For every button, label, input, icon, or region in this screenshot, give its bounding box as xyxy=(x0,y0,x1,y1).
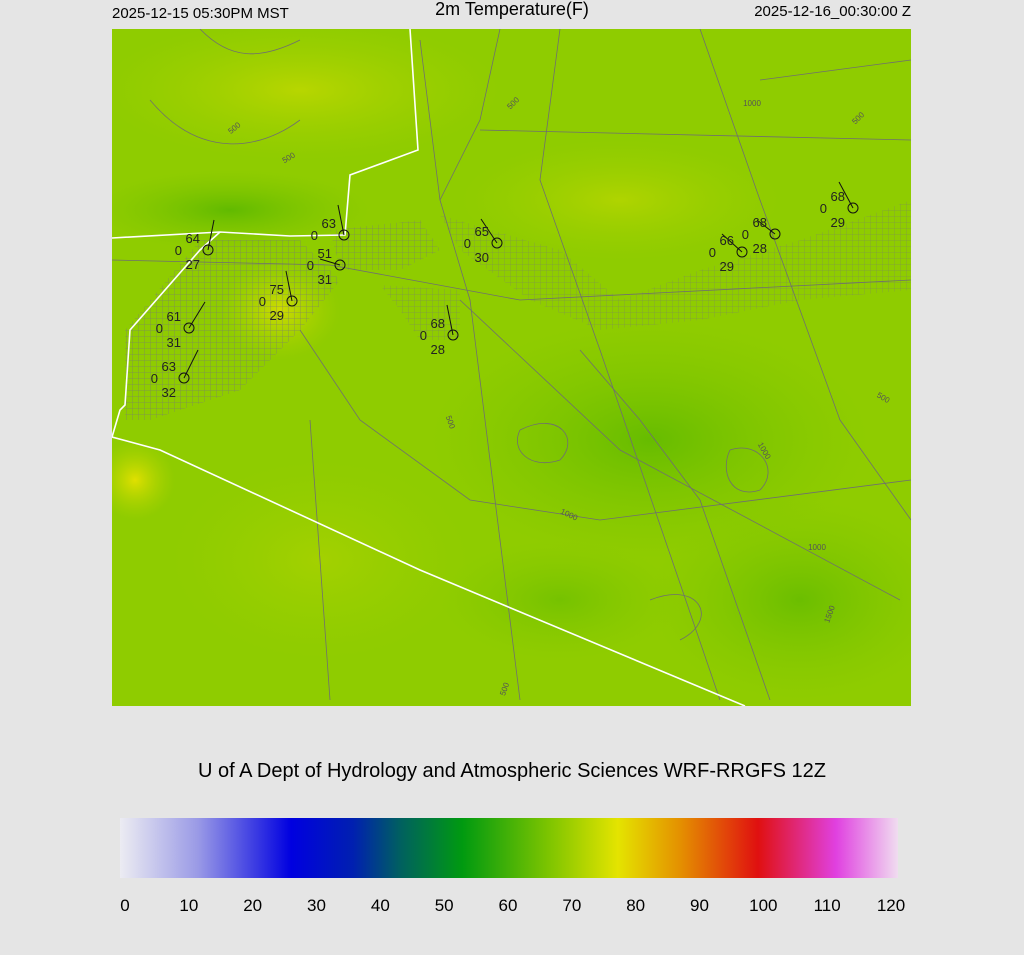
borders xyxy=(112,29,746,706)
warm-area xyxy=(112,29,500,160)
warm-area xyxy=(460,140,780,260)
station: 65 0 30 xyxy=(464,218,503,265)
colorbar-tick-label: 60 xyxy=(499,896,518,915)
station-temp: 75 xyxy=(270,282,284,297)
station-cloud: 0 xyxy=(151,371,158,386)
wind-barb xyxy=(319,258,341,266)
colorbar-tick-label: 100 xyxy=(749,896,777,915)
station-circle xyxy=(338,229,350,241)
colorbar-tick-label: 0 xyxy=(120,896,129,915)
contour-label: 1000 xyxy=(808,543,826,552)
station-cloud: 0 xyxy=(709,245,716,260)
colorbar-tick-label: 50 xyxy=(435,896,454,915)
cool-area xyxy=(440,540,680,660)
colorbar-tick-label: 20 xyxy=(243,896,262,915)
station-circle xyxy=(178,372,190,384)
station-circle xyxy=(334,259,346,271)
station-circle xyxy=(736,246,748,258)
roads xyxy=(112,29,911,701)
station-temp: 61 xyxy=(167,309,181,324)
colorbar-tick-label: 10 xyxy=(179,896,198,915)
colorbar-tick-label: 40 xyxy=(371,896,390,915)
station-cloud: 0 xyxy=(175,243,182,258)
colorbar-tick-label: 80 xyxy=(626,896,645,915)
contour-label: 500 xyxy=(444,414,457,430)
station-circle xyxy=(769,228,781,240)
warm-area xyxy=(112,440,175,520)
contour-label: 1000 xyxy=(743,99,761,108)
station-cloud: 0 xyxy=(311,228,318,243)
colorbar-tick-label: 90 xyxy=(690,896,709,915)
wind-barb xyxy=(721,233,743,253)
wind-barb xyxy=(756,219,776,235)
colorbar-tick-label: 110 xyxy=(814,896,841,915)
station-circle xyxy=(286,295,298,307)
station-dew: 29 xyxy=(270,308,284,323)
colorbar-tick-label: 30 xyxy=(307,896,326,915)
cool-area xyxy=(430,320,870,560)
station-dew: 31 xyxy=(167,335,181,350)
station: 68 0 28 xyxy=(742,215,781,256)
station-cloud: 0 xyxy=(307,258,314,273)
station-dew: 28 xyxy=(753,241,767,256)
colorbar-tick-label: 70 xyxy=(562,896,581,915)
station-temp: 63 xyxy=(322,216,336,231)
station: 68 0 29 xyxy=(820,181,859,230)
urban-areas xyxy=(125,200,911,420)
station-circle xyxy=(847,202,859,214)
station-temp: 68 xyxy=(831,189,845,204)
cool-area xyxy=(650,500,911,700)
station-temp: 51 xyxy=(318,246,332,261)
contour-label: 500 xyxy=(498,681,511,697)
station-cloud: 0 xyxy=(820,201,827,216)
station-dew: 29 xyxy=(831,215,845,230)
station: 51 0 31 xyxy=(307,246,346,287)
station-temp: 66 xyxy=(720,233,734,248)
station-cloud: 0 xyxy=(420,328,427,343)
station-dew: 31 xyxy=(318,272,332,287)
station-circle xyxy=(183,322,195,334)
stations: 6402763051031750296103163032650306802866… xyxy=(151,181,859,400)
station: 64 0 27 xyxy=(175,219,215,272)
station: 61 0 31 xyxy=(156,301,206,350)
station-circle xyxy=(491,237,503,249)
colorbar-tick-label: 120 xyxy=(877,896,905,915)
station-temp: 64 xyxy=(186,231,200,246)
valid-time-local: 2025-12-15 05:30PM MST xyxy=(112,5,289,22)
cool-area xyxy=(112,170,370,250)
station-temp: 63 xyxy=(162,359,176,374)
colorbar-ticks: 0 10 20 30 40 50 60 70 80 90 100 110 120 xyxy=(120,896,905,915)
map-title: 2m Temperature(F) xyxy=(435,0,589,19)
station: 66 0 29 xyxy=(709,233,748,274)
station-cloud: 0 xyxy=(156,321,163,336)
station-cloud: 0 xyxy=(464,236,471,251)
station-dew: 28 xyxy=(431,342,445,357)
station-circle xyxy=(202,244,214,256)
station: 63 0 xyxy=(311,204,350,243)
valid-time-utc: 2025-12-16_00:30:00 Z xyxy=(754,3,911,20)
station-dew: 29 xyxy=(720,259,734,274)
station-temp: 68 xyxy=(753,215,767,230)
station-temp: 65 xyxy=(475,224,489,239)
station-temp: 68 xyxy=(431,316,445,331)
station-cloud: 0 xyxy=(259,294,266,309)
station: 68 0 28 xyxy=(420,304,459,357)
station: 63 0 32 xyxy=(151,349,199,400)
colorbar xyxy=(120,818,898,878)
station-dew: 30 xyxy=(475,250,489,265)
station-dew: 32 xyxy=(162,385,176,400)
station: 75 0 29 xyxy=(259,270,298,323)
station-cloud: 0 xyxy=(742,227,749,242)
credit: U of A Dept of Hydrology and Atmospheric… xyxy=(198,760,826,782)
station-dew: 27 xyxy=(186,257,200,272)
station-circle xyxy=(447,329,459,341)
